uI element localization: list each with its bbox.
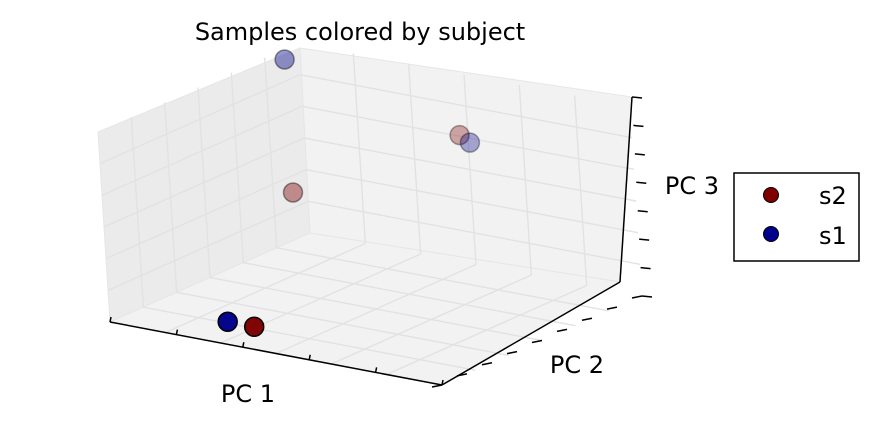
y-axis-line <box>441 281 621 386</box>
point-s1-1 <box>459 132 481 153</box>
z-tick-4 <box>636 181 647 185</box>
scatter-points <box>217 49 481 338</box>
y-tick-8 <box>631 295 643 299</box>
z-tick-2 <box>639 238 650 241</box>
y-tick-3 <box>506 350 518 355</box>
point-s1-0 <box>217 311 238 333</box>
x-tick-5 <box>441 379 444 386</box>
axis-ticks <box>109 96 653 388</box>
legend-frame <box>733 172 860 262</box>
y-tick-2 <box>481 362 493 366</box>
z-tick-1 <box>640 266 651 270</box>
gridline-25 <box>276 247 609 312</box>
y-tick-1 <box>456 373 468 377</box>
z-tick-6 <box>633 124 644 128</box>
z-tick-3 <box>637 209 648 213</box>
legend: s2 s1 <box>733 172 860 262</box>
point-s2-0 <box>243 316 265 338</box>
z-tick-5 <box>634 153 645 156</box>
x-tick-3 <box>308 354 311 360</box>
z-axis-label: PC 3 <box>665 172 719 200</box>
y-tick-6 <box>581 317 593 321</box>
x-tick-4 <box>374 367 378 373</box>
x-tick-0 <box>109 316 112 323</box>
legend-marker-s1 <box>763 226 779 242</box>
y-tick-0 <box>431 384 443 388</box>
y-tick-7 <box>606 306 618 310</box>
x-axis-label: PC 1 <box>221 380 275 408</box>
x-tick-1 <box>175 329 179 335</box>
gridline-27 <box>299 73 633 139</box>
axes <box>109 96 633 386</box>
z-axis-line <box>619 96 633 283</box>
point-s2-1 <box>449 124 470 146</box>
point-s1-2 <box>274 49 295 70</box>
legend-label-s1: s1 <box>819 222 847 250</box>
chart-title: Samples colored by subject <box>195 18 525 46</box>
legend-label-s2: s2 <box>819 182 847 210</box>
z-tick-7 <box>631 96 643 99</box>
y-tick-5 <box>556 328 568 333</box>
y-tick-4 <box>531 339 543 344</box>
axis-panes <box>97 47 633 386</box>
x-tick-2 <box>242 342 245 348</box>
gridline-29 <box>99 74 301 165</box>
x-axis-line <box>109 321 443 386</box>
legend-marker-s2 <box>763 187 779 203</box>
z-tick-0 <box>641 295 653 298</box>
y-axis-label: PC 2 <box>550 351 604 379</box>
point-s2-2 <box>282 182 304 203</box>
